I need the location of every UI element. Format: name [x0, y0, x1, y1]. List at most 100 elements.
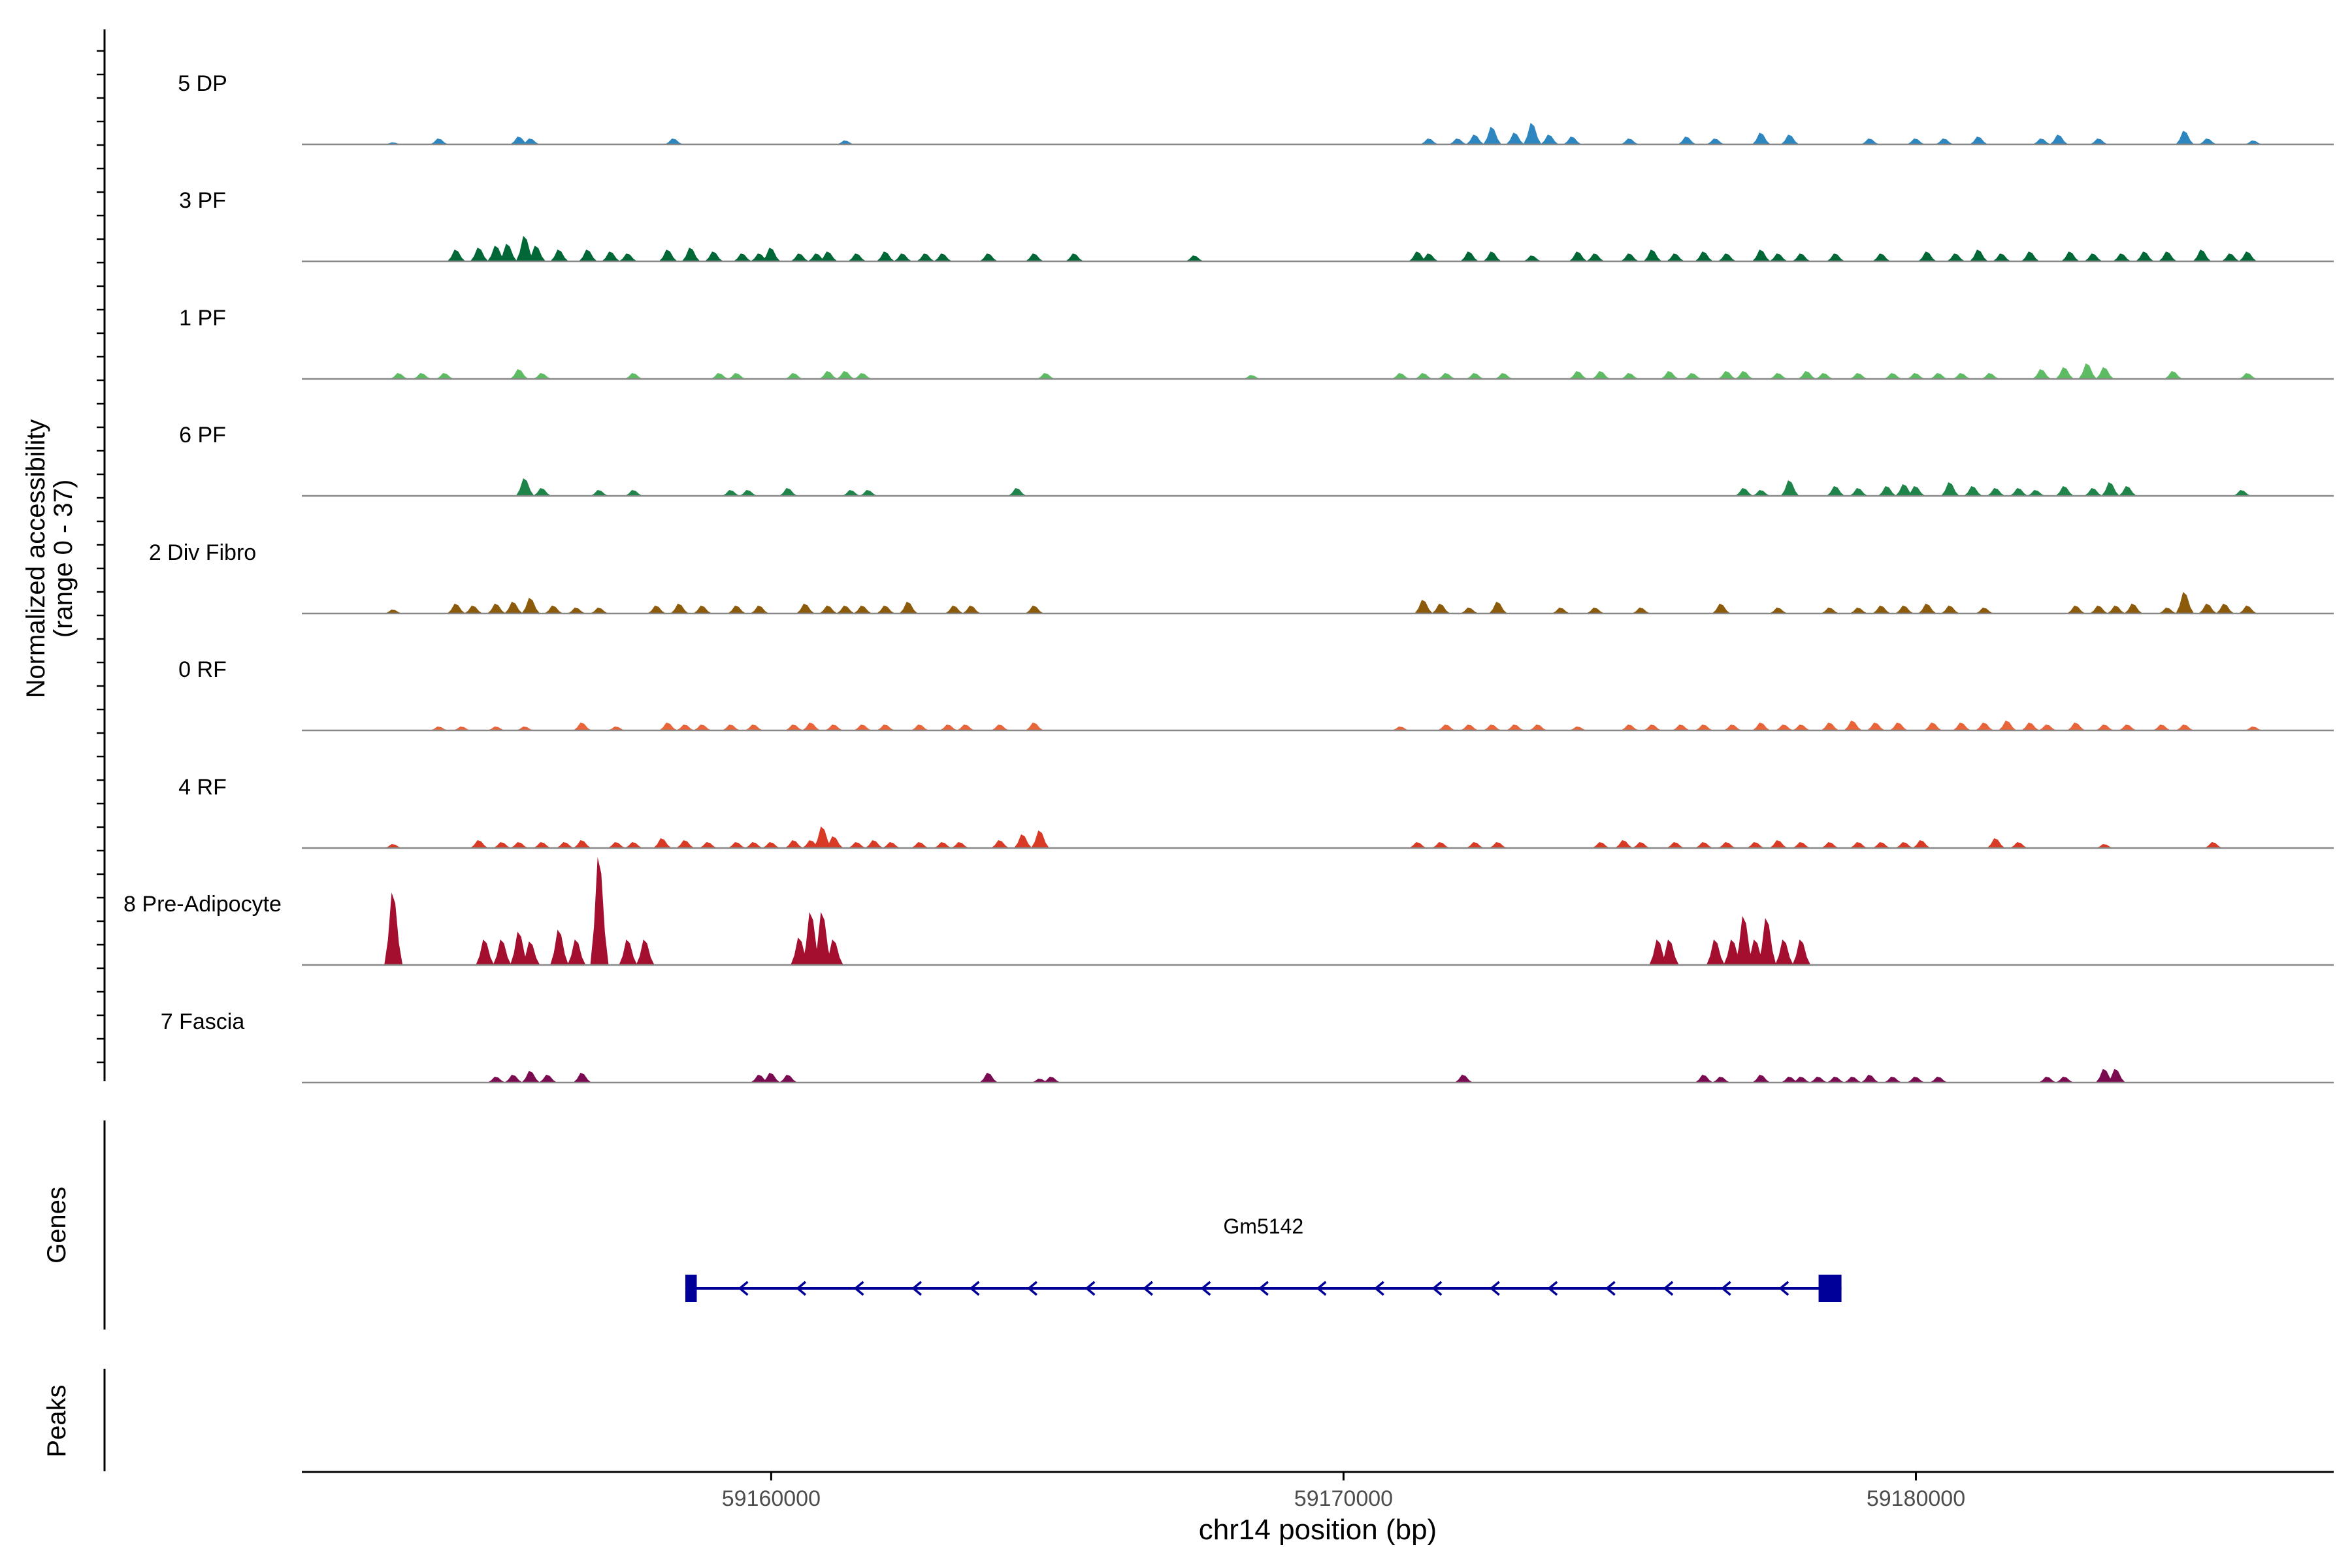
coverage-peak [487, 727, 506, 730]
coverage-peak [607, 842, 626, 848]
coverage-peak [1952, 723, 1971, 730]
coverage-peak [1660, 939, 1679, 965]
coverage-peak [2055, 1077, 2074, 1083]
coverage-peak [2118, 725, 2137, 730]
coverage-peak [916, 253, 935, 261]
coverage-peak [521, 598, 540, 613]
coverage-peak [785, 373, 804, 379]
coverage-peak [2153, 725, 2172, 730]
coverage-peak [602, 252, 621, 261]
coverage-peak [1849, 608, 1868, 613]
strand-arrow-icon [738, 1281, 749, 1296]
coverage-peak [1529, 725, 1548, 730]
coverage-peak [625, 373, 644, 379]
coverage-peak [2244, 140, 2263, 144]
coverage-peak [510, 842, 529, 848]
coverage-peak [990, 725, 1009, 730]
coverage-peak [1821, 608, 1840, 613]
coverage-peak [430, 727, 449, 730]
coverage-peak [1792, 939, 1811, 965]
coverage-peak [1465, 842, 1484, 848]
coverage-peak [413, 373, 431, 379]
coverage-peak [1666, 253, 1685, 261]
coverage-peak [1780, 1077, 1799, 1083]
coverage-peak [2078, 363, 2097, 379]
coverage-peak [1792, 842, 1811, 848]
coverage-peak [1025, 606, 1044, 613]
coverage-peak [1912, 840, 1931, 848]
coverage-peak [722, 725, 740, 730]
coverage-peak [1431, 604, 1450, 613]
coverage-peak [2124, 604, 2143, 613]
coverage-peak [1540, 135, 1559, 144]
coverage-peak [699, 842, 717, 848]
coverage-peak [532, 488, 551, 496]
coverage-peak [1735, 488, 1754, 496]
coverage-peak [1420, 139, 1439, 144]
coverage-peak [802, 912, 821, 965]
coverage-peak [1918, 252, 1936, 261]
track-label: 2 Div Fibro [149, 540, 256, 565]
coverage-peak [859, 490, 878, 496]
coverage-peak [1746, 842, 1765, 848]
coverage-peak [796, 604, 815, 613]
strand-arrow-icon [1431, 1281, 1443, 1296]
coverage-peak [384, 610, 403, 613]
track-label: 7 Fascia [161, 1009, 245, 1034]
coverage-peak [470, 840, 489, 848]
coverage-peak [1752, 1075, 1771, 1083]
coverage-peak [2101, 482, 2120, 496]
coverage-peak [762, 248, 781, 261]
strand-arrow-icon [1720, 1281, 1731, 1296]
coverage-peak [2135, 252, 2154, 261]
coverage-peak [2021, 252, 2040, 261]
coverage-peak [1969, 250, 1988, 261]
coverage-peak [384, 844, 403, 848]
strand-arrow-icon [1085, 1281, 1096, 1296]
coverage-peak [1483, 127, 1502, 144]
coverage-peak [979, 253, 998, 261]
coverage-peak [1918, 604, 1936, 613]
coverage-peak [785, 840, 804, 848]
coverage-peak [1867, 723, 1886, 730]
coverage-peak [1849, 488, 1868, 496]
gene-track: Gm5142 [685, 1215, 1842, 1302]
coverage-peak [2158, 608, 2177, 613]
coverage-peak [1506, 133, 1525, 144]
coverage-peak [1906, 486, 1925, 496]
coverage-peak [436, 373, 454, 379]
coverage-peak [1569, 371, 1588, 379]
coverage-peak [1632, 608, 1650, 613]
strand-arrow-icon [1316, 1281, 1327, 1296]
coverage-peak [819, 252, 838, 261]
strand-arrow-icon [1778, 1281, 1789, 1296]
coverage-peak [2038, 725, 2057, 730]
coverage-peak [1769, 373, 1788, 379]
coverage-peak [853, 606, 872, 613]
coverage-peak [745, 725, 764, 730]
coverage-peak [573, 840, 592, 848]
coverage-peak [842, 490, 860, 496]
coverage-peak [510, 369, 529, 379]
coverage-peak [487, 604, 506, 613]
coverage-peak [521, 139, 540, 144]
coverage-peak [865, 840, 884, 848]
coverage-peak [1660, 371, 1679, 379]
coverage-peak [1718, 253, 1737, 261]
coverage-peak [1884, 1077, 1903, 1083]
coverage-peak [2084, 253, 2103, 261]
coverage-peak [1506, 725, 1525, 730]
coverage-peak [521, 1071, 540, 1083]
coverage-peak [1031, 830, 1050, 848]
x-axis-title: chr14 position (bp) [1199, 1514, 1437, 1546]
coverage-peak [1849, 842, 1868, 848]
coverage-peak [951, 842, 970, 848]
coverage-peak [607, 727, 626, 730]
coverage-peak [430, 139, 449, 144]
coverage-peak [1643, 725, 1662, 730]
coverage-peak [1706, 139, 1725, 144]
coverage-peak [1036, 373, 1055, 379]
coverage-peak [1632, 842, 1650, 848]
coverage-peak [1826, 253, 1845, 261]
coverage-peak [1735, 916, 1754, 965]
